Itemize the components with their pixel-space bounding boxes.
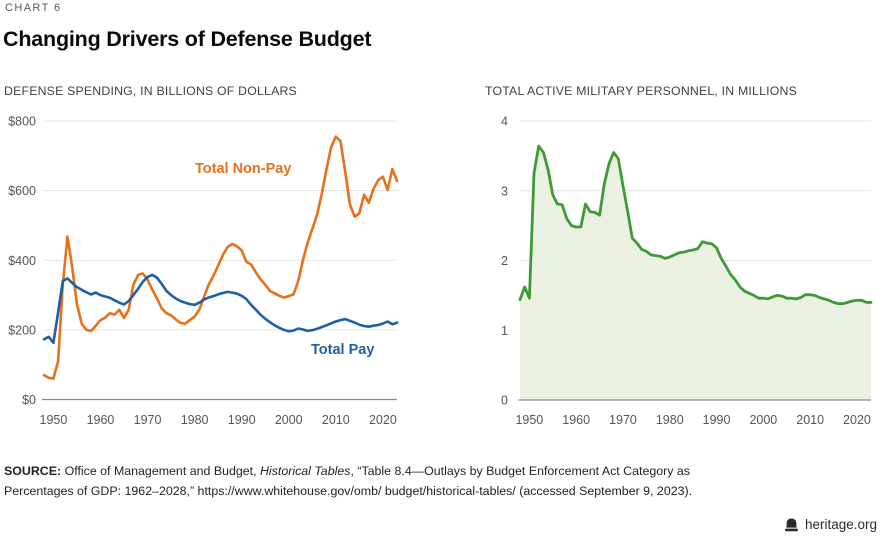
x-tick-label: 2010 xyxy=(322,413,350,427)
page-title: Changing Drivers of Defense Budget xyxy=(3,27,372,51)
source-text-italic: Historical Tables xyxy=(259,464,351,479)
left-chart-subtitle: DEFENSE SPENDING, IN BILLIONS OF DOLLARS xyxy=(4,84,297,98)
x-tick-label: 2000 xyxy=(749,413,777,427)
y-tick-label: 3 xyxy=(501,184,508,198)
y-tick-label: $400 xyxy=(8,254,36,268)
x-tick-label: 2000 xyxy=(275,413,303,427)
footer-brand-text: heritage.org xyxy=(804,517,877,532)
x-tick-label: 1970 xyxy=(134,413,162,427)
x-tick-label: 1990 xyxy=(228,413,256,427)
chart-kicker: CHART 6 xyxy=(5,2,62,14)
x-tick-label: 2020 xyxy=(843,413,871,427)
military-personnel-chart: 0 1 2 3 4 1950 1960 1970 1980 1990 2000 2010 2020 xyxy=(501,115,873,427)
y-tick-label: 4 xyxy=(501,115,508,129)
y-tick-label: 2 xyxy=(501,254,508,268)
series-label-total-pay: Total Pay xyxy=(311,342,375,358)
x-tick-label: 1970 xyxy=(609,413,637,427)
total-active-military-personnel-line xyxy=(518,144,873,306)
source-note: SOURCE: Office of Management and Budget,… xyxy=(4,462,772,501)
x-tick-label: 2020 xyxy=(369,413,397,427)
source-text-post: , “Table 8.4—Outlays by Budget Enforceme… xyxy=(350,464,690,479)
y-tick-label: $600 xyxy=(8,184,36,198)
heritage-bell-icon xyxy=(785,518,798,531)
x-tick-label: 1950 xyxy=(40,413,68,427)
x-tick-label: 1980 xyxy=(656,413,684,427)
total-pay-line xyxy=(42,273,399,345)
source-text-line2: Percentages of GDP: 1962–2028,” https://… xyxy=(4,483,693,498)
x-tick-label: 1950 xyxy=(515,413,543,427)
x-tick-label: 1960 xyxy=(87,413,115,427)
source-text-pre: Office of Management and Budget, xyxy=(61,464,260,479)
y-tick-label: 1 xyxy=(501,324,508,338)
y-tick-label: $0 xyxy=(22,393,36,407)
x-tick-label: 2010 xyxy=(796,413,824,427)
y-tick-label: $200 xyxy=(8,323,36,337)
footer-brand: heritage.org xyxy=(784,517,877,532)
x-tick-label: 1960 xyxy=(562,413,590,427)
x-tick-label: 1990 xyxy=(703,413,731,427)
series-label-total-non-pay: Total Non-Pay xyxy=(195,161,292,177)
source-label: SOURCE: xyxy=(4,464,62,479)
right-chart-subtitle: TOTAL ACTIVE MILITARY PERSONNEL, IN MILL… xyxy=(485,84,797,98)
personnel-area-fill xyxy=(520,146,871,400)
y-tick-label: $800 xyxy=(8,115,36,129)
y-tick-label: 0 xyxy=(501,394,508,408)
x-tick-label: 1980 xyxy=(181,413,209,427)
